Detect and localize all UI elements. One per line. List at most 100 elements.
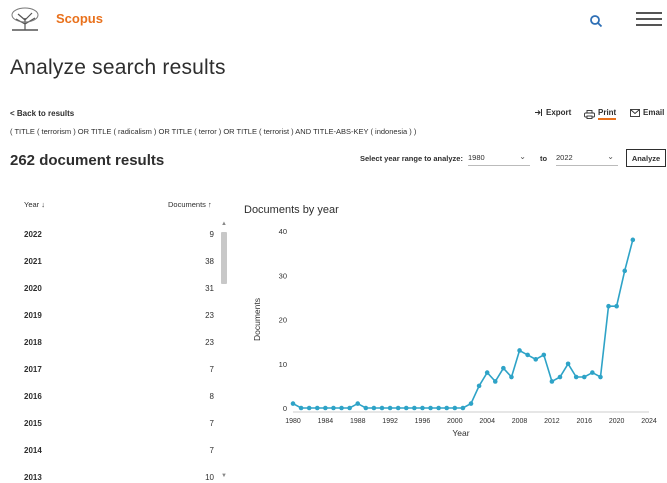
y-axis-label: Documents [252,298,262,341]
y-tick-label: 20 [279,316,287,325]
year-table: 2022 9 2021 38 2020 31 2019 23 2018 23 2017 7 2016 8 2… [24,222,220,483]
x-tick-label: 2000 [447,418,463,425]
data-point [573,374,579,380]
data-point [428,405,433,411]
y-tick-label: 30 [279,271,287,280]
row-count: 38 [205,257,214,266]
data-point [468,401,474,406]
page-title: Analyze search results [10,56,226,79]
data-point [509,374,514,380]
data-point [420,405,425,411]
search-icon[interactable] [588,13,604,29]
data-point [436,405,441,411]
table-row: 2019 23 [24,303,220,330]
chart-title: Documents by year [244,204,339,216]
row-year: 2014 [24,446,42,455]
document-count: 262 document results [10,152,165,169]
x-tick-label: 2024 [641,418,657,425]
row-count: 7 [209,365,214,374]
data-point [476,383,482,389]
elsevier-tree-logo[interactable] [8,6,42,32]
data-point [403,405,409,411]
data-point [541,352,547,358]
table-row: 2022 9 [24,222,220,249]
data-point [598,374,603,380]
row-year: 2015 [24,419,42,428]
data-point [606,303,611,309]
sort-down-icon: ↓ [41,200,45,209]
year-column-header[interactable]: Year ↓ [24,200,45,209]
row-count: 23 [205,338,214,347]
top-bar: Scopus [0,0,667,42]
row-count: 23 [205,311,214,320]
table-row: 2014 7 [24,438,220,465]
table-row: 2017 7 [24,357,220,384]
print-button[interactable]: Print [584,108,617,120]
data-point [565,361,571,367]
x-tick-label: 2012 [544,418,560,425]
data-point [517,348,522,353]
series-line [292,239,634,409]
sort-up-icon: ↑ [208,200,212,209]
brand-name[interactable]: Scopus [56,11,103,26]
row-year: 2021 [24,257,42,266]
year-from-select[interactable]: 1980 ⌄ [468,150,530,166]
data-point [452,405,458,411]
year-header-label: Year [24,200,40,209]
table-row: 2020 31 [24,276,220,303]
search-query: ( TITLE ( terrorism ) OR TITLE ( radical… [10,127,417,136]
documents-column-header[interactable]: Documents ↑ [168,200,212,209]
documents-header-label: Documents [168,200,206,209]
analyze-button[interactable]: Analyze [626,149,666,167]
chevron-down-icon: ⌄ [607,152,614,161]
menu-line [636,24,662,26]
row-count: 31 [205,284,214,293]
x-tick-label: 2016 [576,418,592,425]
row-year: 2019 [24,311,42,320]
email-button[interactable]: Email [630,108,664,117]
y-tick-label: 10 [279,360,287,369]
table-row: 2013 10 [24,465,220,483]
x-tick-label: 2008 [512,418,528,425]
data-point [371,405,377,411]
data-point [492,379,498,384]
data-point [484,370,490,375]
row-year: 2017 [24,365,42,374]
data-point [347,405,352,411]
chevron-down-icon: ⌄ [519,152,526,161]
email-label: Email [643,108,665,117]
scrollbar-thumb[interactable] [221,232,227,284]
to-label: to [540,154,548,163]
data-point [298,405,304,411]
table-row: 2021 38 [24,249,220,276]
scroll-up-icon[interactable]: ▲ [221,221,227,227]
year-to-select[interactable]: 2022 ⌄ [556,150,618,166]
scroll-down-icon[interactable]: ▼ [221,473,227,479]
data-point [363,405,369,411]
export-label: Export [546,108,572,117]
hamburger-menu-icon[interactable] [636,12,662,30]
menu-line [636,12,662,14]
data-point [549,379,555,384]
export-button[interactable]: Export [534,108,571,117]
print-label: Print [598,108,617,120]
data-point [533,357,539,362]
data-point [323,405,328,411]
data-point [412,405,417,411]
table-row: 2016 8 [24,384,220,411]
data-point [614,303,619,309]
printer-icon [584,109,595,119]
data-point [379,405,385,411]
row-year: 2022 [24,230,42,239]
row-year: 2018 [24,338,42,347]
y-tick-label: 0 [283,404,287,413]
data-point [622,268,628,274]
data-point [331,405,336,411]
data-point [290,401,296,406]
envelope-icon [630,108,640,117]
x-tick-label: 1996 [415,418,431,425]
back-to-results-link[interactable]: < Back to results [10,109,75,118]
data-point [306,405,312,411]
data-point [501,365,506,371]
x-tick-label: 1992 [382,418,398,425]
